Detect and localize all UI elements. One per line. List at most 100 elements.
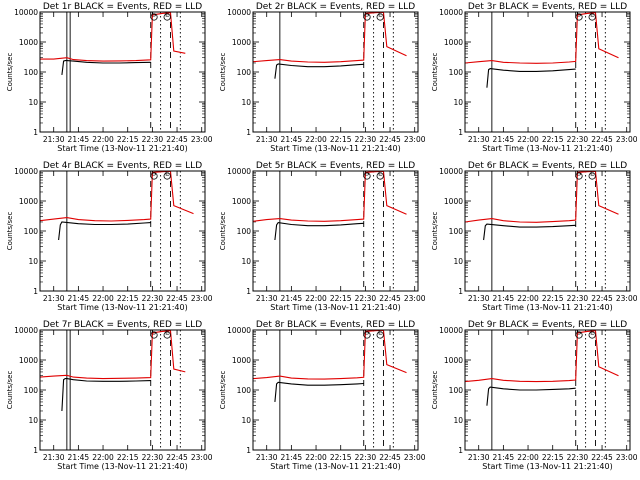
x-axis-label: Start Time (13-Nov-11 21:21:40) xyxy=(270,303,400,312)
chart-title: Det 7r BLACK = Events, RED = LLD xyxy=(43,320,202,330)
annotation-marker xyxy=(150,13,158,21)
chart-panel-1: Det 1r BLACK = Events, RED = LLD Counts/s… xyxy=(6,2,213,153)
y-tick-label: 10000 xyxy=(439,8,463,17)
x-tick-label: 23:00 xyxy=(616,453,638,462)
y-axis-label: Counts/sec xyxy=(431,371,439,410)
chart-panel-6: Det 6r BLACK = Events, RED = LLD Counts/s… xyxy=(431,161,638,312)
x-tick-label: 22:15 xyxy=(542,453,564,462)
x-tick-label: 21:30 xyxy=(43,453,65,462)
x-tick-label: 21:30 xyxy=(256,135,278,144)
y-tick-label: 1000 xyxy=(232,356,251,365)
x-tick-label: 22:45 xyxy=(166,294,188,303)
plot-frame xyxy=(252,11,419,133)
series-line-events xyxy=(61,378,151,412)
annotation-marker xyxy=(150,331,158,339)
annotation-label: E xyxy=(378,170,382,178)
x-tick-label: 22:30 xyxy=(142,294,164,303)
plot-frame xyxy=(39,11,206,133)
x-tick-label: 22:15 xyxy=(330,294,352,303)
x-tick-label: 22:30 xyxy=(567,294,589,303)
y-tick-label: 1000 xyxy=(232,38,251,47)
y-tick-label: 1000 xyxy=(444,38,463,47)
annotation-label: E xyxy=(590,329,594,337)
chart-title: Det 5r BLACK = Events, RED = LLD xyxy=(256,161,415,171)
y-tick-label: 1 xyxy=(246,128,251,137)
y-tick-label: 10 xyxy=(28,98,38,107)
y-tick-label: 1 xyxy=(458,128,463,137)
y-tick-label: 10000 xyxy=(439,167,463,176)
plot-frame xyxy=(464,329,631,451)
x-tick-label: 23:00 xyxy=(404,453,426,462)
y-tick-label: 1 xyxy=(33,128,38,137)
x-tick-label: 23:00 xyxy=(616,294,638,303)
y-tick-label: 1000 xyxy=(232,197,251,206)
annotation-marker xyxy=(363,13,371,21)
x-tick-label: 21:45 xyxy=(68,453,90,462)
x-tick-label: 23:00 xyxy=(616,135,638,144)
y-tick-label: 100 xyxy=(24,68,39,77)
annotation-label: S xyxy=(152,170,157,178)
y-tick-label: 10 xyxy=(28,416,38,425)
y-tick-label: 1000 xyxy=(19,356,38,365)
annotation-label: E xyxy=(590,170,594,178)
annotation-marker xyxy=(588,331,596,339)
y-tick-label: 10 xyxy=(241,98,251,107)
chart-title: Det 3r BLACK = Events, RED = LLD xyxy=(468,2,627,12)
chart-panel-5: Det 5r BLACK = Events, RED = LLD Counts/s… xyxy=(219,161,426,312)
chart-panel-9: Det 9r BLACK = Events, RED = LLD Counts/s… xyxy=(431,320,638,471)
x-tick-label: 23:00 xyxy=(191,294,213,303)
y-tick-label: 100 xyxy=(449,227,464,236)
x-tick-label: 21:30 xyxy=(468,294,490,303)
x-tick-label: 21:30 xyxy=(43,294,65,303)
plot-frame xyxy=(464,170,631,292)
x-tick-label: 21:30 xyxy=(468,453,490,462)
x-tick-label: 21:30 xyxy=(256,294,278,303)
y-axis-label: Counts/sec xyxy=(219,371,227,410)
annotation-label: E xyxy=(165,11,169,19)
x-axis-label: Start Time (13-Nov-11 21:21:40) xyxy=(270,462,400,471)
y-tick-label: 10000 xyxy=(439,326,463,335)
y-tick-label: 100 xyxy=(24,386,39,395)
y-tick-label: 10 xyxy=(241,257,251,266)
series-line-events xyxy=(486,68,576,88)
x-tick-label: 22:00 xyxy=(517,453,539,462)
x-tick-label: 22:30 xyxy=(567,453,589,462)
y-axis-label: Counts/sec xyxy=(6,53,14,92)
x-axis-label: Start Time (13-Nov-11 21:21:40) xyxy=(57,462,187,471)
annotation-label: S xyxy=(577,329,582,337)
annotation-marker xyxy=(163,172,171,180)
chart-panel-3: Det 3r BLACK = Events, RED = LLD Counts/s… xyxy=(431,2,638,153)
x-tick-label: 21:45 xyxy=(68,294,90,303)
series-line-events xyxy=(61,60,151,75)
chart-title: Det 6r BLACK = Events, RED = LLD xyxy=(468,161,627,171)
chart-title: Det 1r BLACK = Events, RED = LLD xyxy=(43,2,202,12)
y-tick-label: 100 xyxy=(237,386,252,395)
x-axis-label: Start Time (13-Nov-11 21:21:40) xyxy=(482,303,612,312)
annotation-marker xyxy=(363,172,371,180)
x-tick-label: 21:45 xyxy=(281,294,303,303)
annotation-marker xyxy=(163,13,171,21)
y-axis-label: Counts/sec xyxy=(219,212,227,251)
x-tick-label: 21:30 xyxy=(43,135,65,144)
y-tick-label: 10000 xyxy=(227,8,251,17)
y-tick-label: 10000 xyxy=(227,326,251,335)
series-line-lld xyxy=(464,330,619,383)
annotation-marker xyxy=(588,172,596,180)
annotation-marker xyxy=(376,172,384,180)
plot-frame xyxy=(464,11,631,133)
annotation-marker xyxy=(575,331,583,339)
annotation-label: S xyxy=(365,170,370,178)
x-tick-label: 22:15 xyxy=(330,453,352,462)
annotation-label: S xyxy=(577,11,582,19)
y-tick-label: 10000 xyxy=(14,167,38,176)
x-tick-label: 23:00 xyxy=(191,135,213,144)
annotation-label: S xyxy=(577,170,582,178)
y-tick-label: 10000 xyxy=(14,326,38,335)
x-tick-label: 21:45 xyxy=(493,453,515,462)
series-line-events xyxy=(274,381,364,402)
annotation-label: S xyxy=(152,11,157,19)
x-tick-label: 22:45 xyxy=(379,135,401,144)
x-tick-label: 21:45 xyxy=(493,294,515,303)
x-tick-label: 22:30 xyxy=(355,294,377,303)
